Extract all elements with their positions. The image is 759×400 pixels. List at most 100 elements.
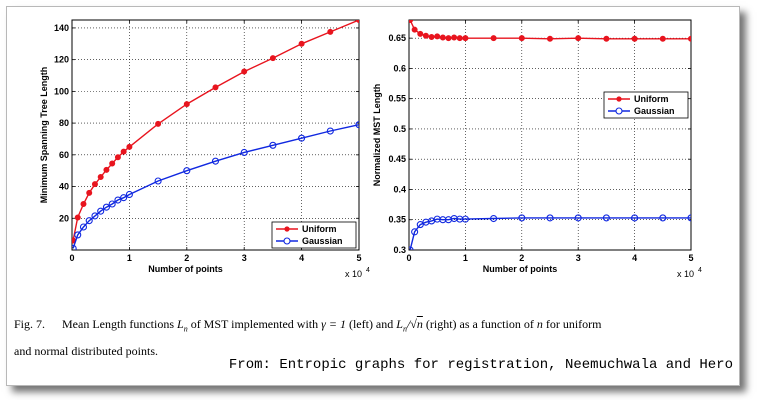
data-point-uniform (327, 28, 334, 35)
y-tick-label: 120 (54, 55, 69, 65)
x-multiplier: x 10 (345, 269, 362, 279)
data-point-gaussian (355, 121, 359, 129)
data-point-uniform (269, 55, 276, 62)
y-tick-label: 20 (59, 213, 69, 223)
data-point-uniform (422, 32, 429, 39)
data-point-gaussian (326, 127, 334, 135)
y-tick-label: 0.3 (393, 245, 406, 255)
data-point-gaussian (102, 203, 110, 211)
legend-marker (616, 96, 622, 102)
data-point-uniform (547, 35, 554, 42)
data-point-uniform (109, 160, 116, 167)
data-point-gaussian (602, 214, 610, 222)
data-point-uniform (417, 30, 424, 37)
caption-text-2: of MST implemented with (190, 317, 319, 331)
y-tick-label: 0.5 (393, 124, 406, 134)
data-point-uniform (518, 35, 525, 42)
data-point-uniform (456, 35, 463, 42)
plot-area (72, 20, 359, 250)
normalized-mst-chart: 0 1 2 3 4 50.30.350.40.450.50.550.60.65Number… (372, 19, 702, 279)
caption-math-Ln: Ln (177, 317, 188, 334)
data-point-gaussian (125, 190, 133, 199)
data-point-uniform (411, 26, 418, 33)
x-tick-label: 0 (406, 253, 411, 263)
x-tick-label: 4 (299, 253, 304, 263)
data-point-uniform (212, 84, 219, 91)
data-point-uniform (74, 214, 81, 221)
data-point-uniform (428, 33, 435, 40)
data-point-gaussian (120, 194, 128, 202)
data-point-uniform (462, 35, 469, 42)
x-multiplier-exponent: 4 (698, 267, 702, 274)
caption-text-3: (left) and (348, 317, 394, 331)
data-point-uniform (86, 189, 93, 196)
y-tick-label: 40 (59, 182, 69, 192)
y-axis-label: Minimum Spanning Tree Length (39, 67, 49, 204)
data-point-gaussian (74, 231, 82, 239)
series-group (72, 20, 359, 250)
caption-math-ratio: Ln/√n (396, 317, 423, 334)
y-tick-label: 0.4 (393, 184, 406, 194)
legend-marker (284, 226, 290, 232)
caption-text-4: (right) as a function of (425, 317, 534, 331)
data-point-uniform (120, 148, 127, 155)
series-line-gaussian (409, 217, 691, 250)
data-point-gaussian (416, 221, 424, 229)
data-point-gaussian (211, 157, 220, 165)
data-point-uniform (409, 20, 414, 23)
data-point-uniform (114, 154, 121, 161)
y-tick-label: 60 (59, 150, 69, 160)
caption-math-n: n (536, 317, 543, 331)
y-tick-label: 0.35 (388, 215, 406, 225)
data-point-uniform (126, 143, 133, 150)
data-point-uniform (688, 35, 691, 42)
figure-caption: Fig. 7. Mean Length functions Ln of MST … (14, 313, 730, 362)
y-tick-label: 80 (59, 118, 69, 128)
data-point-uniform (445, 35, 452, 42)
data-point-gaussian (114, 196, 122, 204)
x-tick-label: 1 (127, 253, 132, 263)
data-point-uniform (659, 35, 666, 42)
x-tick-label: 1 (463, 253, 468, 263)
data-point-uniform (298, 40, 305, 47)
data-point-uniform (434, 33, 441, 40)
caption-line-1: Fig. 7. Mean Length functions Ln of MST … (14, 313, 730, 340)
data-point-gaussian (183, 167, 191, 175)
data-point-uniform (183, 101, 190, 108)
x-tick-label: 4 (632, 253, 637, 263)
x-multiplier: x 10 (677, 269, 694, 279)
axes-frame (408, 19, 692, 251)
legend-label: Uniform (634, 94, 669, 104)
x-axis-label: Number of points (148, 264, 223, 274)
series-line-gaussian (72, 124, 359, 249)
data-point-gaussian (269, 141, 277, 149)
series-group (409, 20, 691, 250)
caption-fig-label: Fig. 7. (14, 317, 46, 331)
data-point-uniform (631, 35, 638, 42)
data-point-uniform (91, 181, 98, 188)
data-point-gaussian (108, 200, 116, 208)
data-point-uniform (241, 68, 248, 75)
plot-area (409, 20, 691, 250)
y-tick-label: 0.65 (388, 33, 406, 43)
source-citation: From: Entropic graphs for registration, … (228, 357, 733, 373)
data-point-uniform (80, 200, 87, 207)
x-tick-label: 5 (356, 253, 361, 263)
data-point-gaussian (154, 177, 162, 185)
legend-label: Gaussian (634, 106, 675, 116)
legend-label: Gaussian (302, 236, 343, 246)
data-point-gaussian (659, 214, 667, 222)
data-point-uniform (490, 35, 497, 42)
axes-frame (71, 19, 360, 251)
y-tick-label: 0.6 (393, 63, 406, 73)
y-tick-label: 0.45 (388, 154, 406, 164)
y-tick-label: 100 (54, 86, 69, 96)
data-point-uniform (155, 120, 162, 127)
legend-marker (615, 107, 623, 115)
caption-text-1: Mean Length functions (62, 317, 174, 331)
data-point-gaussian (91, 212, 99, 220)
data-point-uniform (103, 166, 110, 173)
data-point-uniform (603, 35, 610, 42)
